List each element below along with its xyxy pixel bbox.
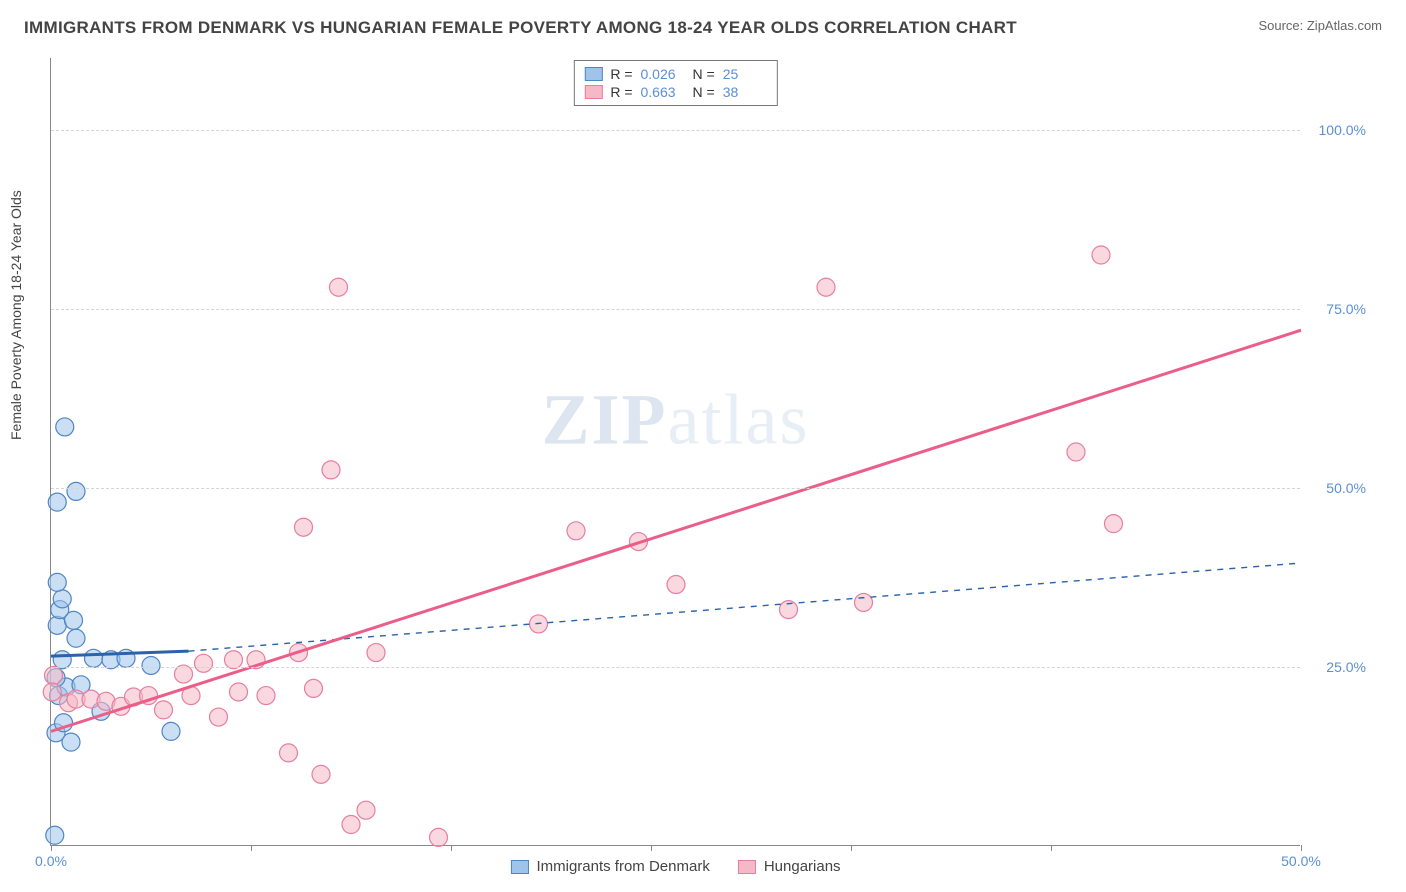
data-point	[195, 654, 213, 672]
legend-row-series-0: R = 0.026 N = 25	[584, 65, 766, 83]
r-label: R =	[610, 66, 632, 82]
x-tick	[1301, 845, 1302, 851]
data-point	[855, 593, 873, 611]
n-value-1: 38	[723, 84, 767, 100]
legend-row-series-1: R = 0.663 N = 38	[584, 83, 766, 101]
data-point	[305, 679, 323, 697]
data-point	[330, 278, 348, 296]
data-point	[322, 461, 340, 479]
data-point	[817, 278, 835, 296]
chart-plot-area: ZIPatlas R = 0.026 N = 25 R = 0.663 N = …	[50, 58, 1300, 846]
data-point	[312, 765, 330, 783]
data-point	[162, 722, 180, 740]
data-point	[1067, 443, 1085, 461]
data-point	[230, 683, 248, 701]
data-point	[45, 667, 63, 685]
gridline-h	[51, 488, 1300, 489]
data-point	[210, 708, 228, 726]
data-point	[257, 687, 275, 705]
x-tick	[1051, 845, 1052, 851]
legend-item-1: Hungarians	[738, 858, 841, 875]
x-tick	[451, 845, 452, 851]
data-point	[567, 522, 585, 540]
data-point	[430, 828, 448, 846]
trend-line-extrapolated	[189, 563, 1302, 651]
x-tick	[651, 845, 652, 851]
scatter-svg	[51, 58, 1300, 845]
r-value-0: 0.026	[641, 66, 685, 82]
data-point	[295, 518, 313, 536]
data-point	[53, 590, 71, 608]
data-point	[155, 701, 173, 719]
data-point	[67, 629, 85, 647]
r-value-1: 0.663	[641, 84, 685, 100]
x-tick-label: 50.0%	[1281, 853, 1321, 869]
data-point	[342, 816, 360, 834]
y-axis-label: Female Poverty Among 18-24 Year Olds	[8, 190, 24, 440]
data-point	[667, 576, 685, 594]
x-tick	[51, 845, 52, 851]
legend-label-1: Hungarians	[764, 858, 841, 875]
data-point	[142, 656, 160, 674]
data-point	[367, 644, 385, 662]
source-attribution: Source: ZipAtlas.com	[1258, 18, 1382, 33]
x-tick	[251, 845, 252, 851]
data-point	[280, 744, 298, 762]
bottom-legend: Immigrants from Denmark Hungarians	[510, 858, 840, 875]
legend-swatch-bottom-1	[738, 860, 756, 874]
legend-swatch-0	[584, 67, 602, 81]
data-point	[46, 826, 64, 844]
legend-swatch-1	[584, 85, 602, 99]
data-point	[85, 649, 103, 667]
n-value-0: 25	[723, 66, 767, 82]
x-tick	[851, 845, 852, 851]
data-point	[48, 573, 66, 591]
chart-title: IMMIGRANTS FROM DENMARK VS HUNGARIAN FEM…	[24, 18, 1017, 38]
y-tick-label: 50.0%	[1306, 480, 1366, 496]
r-label: R =	[610, 84, 632, 100]
n-label: N =	[693, 66, 715, 82]
data-point	[357, 801, 375, 819]
gridline-h	[51, 309, 1300, 310]
gridline-h	[51, 130, 1300, 131]
legend-item-0: Immigrants from Denmark	[510, 858, 709, 875]
x-tick-label: 0.0%	[35, 853, 67, 869]
data-point	[56, 418, 74, 436]
n-label: N =	[693, 84, 715, 100]
y-tick-label: 25.0%	[1306, 659, 1366, 675]
gridline-h	[51, 667, 1300, 668]
y-tick-label: 75.0%	[1306, 301, 1366, 317]
legend-label-0: Immigrants from Denmark	[536, 858, 709, 875]
data-point	[1105, 515, 1123, 533]
stats-legend: R = 0.026 N = 25 R = 0.663 N = 38	[573, 60, 777, 106]
data-point	[48, 616, 66, 634]
data-point	[43, 683, 61, 701]
legend-swatch-bottom-0	[510, 860, 528, 874]
data-point	[48, 493, 66, 511]
data-point	[1092, 246, 1110, 264]
y-tick-label: 100.0%	[1306, 122, 1366, 138]
data-point	[67, 482, 85, 500]
